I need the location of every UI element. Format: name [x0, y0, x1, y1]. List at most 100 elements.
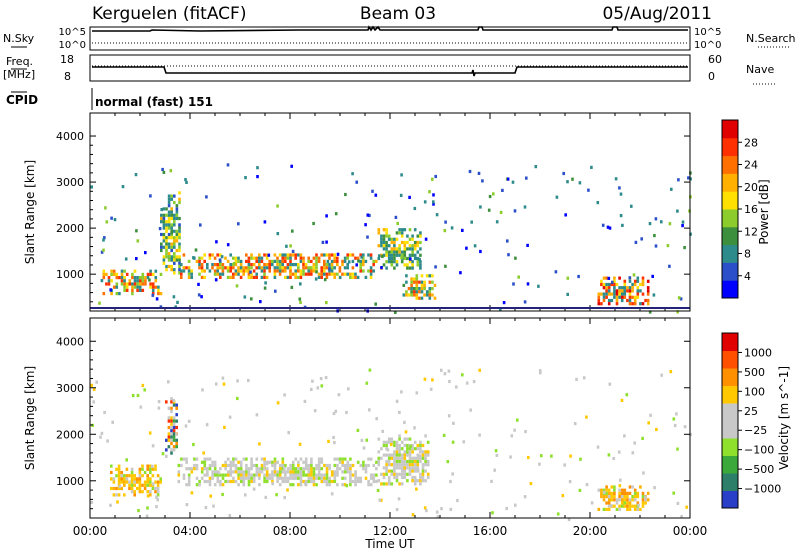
range-time-cell: [175, 232, 179, 237]
x-tick-label: 20:00: [573, 524, 608, 538]
range-time-cell: [162, 232, 166, 237]
range-time-cell: [626, 501, 629, 505]
range-time-cell: [302, 467, 305, 471]
range-time-cell: [428, 274, 432, 278]
range-time-cell: [219, 467, 222, 471]
range-time-cell: [419, 459, 422, 464]
range-time-cell: [631, 282, 634, 287]
range-time-cell: [633, 302, 637, 306]
range-time-cell: [255, 473, 259, 477]
range-time-cell: [117, 493, 121, 497]
range-time-cell: [144, 282, 147, 286]
range-time-cell: [146, 464, 149, 468]
range-time-cell: [302, 266, 305, 270]
scatter-cell: [244, 176, 247, 180]
range-time-cell: [273, 467, 277, 471]
range-time-cell: [156, 490, 160, 494]
range-time-cell: [213, 470, 217, 474]
range-time-cell: [610, 292, 614, 296]
range-time-cell: [349, 473, 352, 477]
range-time-cell: [380, 456, 383, 460]
range-time-cell: [123, 288, 126, 292]
range-time-cell: [190, 470, 194, 474]
range-time-cell: [229, 269, 232, 273]
range-time-cell: [224, 473, 227, 477]
scatter-cell: [157, 406, 161, 410]
scatter-cell: [677, 178, 680, 182]
range-time-cell: [239, 275, 243, 279]
range-time-cell: [411, 466, 414, 470]
range-time-cell: [646, 498, 650, 502]
scatter-cell: [110, 216, 113, 220]
range-time-cell: [367, 463, 370, 468]
range-time-cell: [297, 463, 300, 468]
range-time-cell: [369, 483, 373, 487]
range-time-cell: [278, 463, 282, 468]
range-time-cell: [375, 259, 378, 263]
range-time-cell: [151, 282, 155, 286]
range-time-cell: [175, 213, 179, 217]
range-time-cell: [229, 470, 233, 474]
scatter-cell: [683, 425, 687, 429]
range-time-cell: [165, 236, 168, 240]
range-time-cell: [408, 244, 412, 248]
range-time-cell: [170, 236, 173, 240]
range-time-cell: [419, 447, 422, 451]
scatter-cell: [672, 491, 675, 495]
scatter-cell: [285, 244, 288, 248]
range-time-cell: [265, 470, 269, 474]
range-time-cell: [421, 443, 425, 448]
scatter-cell: [538, 462, 541, 466]
range-time-cell: [312, 256, 316, 260]
range-time-cell: [289, 463, 292, 468]
range-time-cell: [276, 266, 279, 270]
range-time-cell: [294, 470, 298, 474]
range-time-cell: [258, 253, 261, 257]
scatter-cell: [529, 482, 533, 486]
range-time-cell: [281, 470, 285, 474]
scatter-cell: [386, 448, 390, 452]
range-time-cell: [193, 463, 196, 468]
range-time-cell: [130, 477, 134, 481]
range-time-cell: [216, 263, 219, 267]
scatter-cell: [325, 214, 328, 218]
range-time-cell: [354, 483, 357, 487]
range-time-cell: [247, 259, 251, 263]
colorbar-tick-label: 500: [744, 366, 765, 379]
range-time-cell: [336, 457, 339, 461]
range-time-cell: [263, 269, 266, 273]
range-time-cell: [130, 470, 134, 475]
range-time-cell: [312, 263, 316, 267]
scatter-cell: [176, 300, 179, 304]
range-time-cell: [206, 479, 209, 484]
range-time-cell: [175, 207, 179, 211]
colorbar-segment: [722, 155, 738, 174]
range-time-cell: [278, 259, 282, 263]
range-time-cell: [123, 269, 126, 273]
range-time-cell: [258, 476, 261, 480]
colorbar-segment: [722, 333, 738, 351]
range-time-cell: [291, 483, 295, 487]
range-time-cell: [639, 282, 642, 287]
range-time-cell: [646, 302, 650, 306]
range-time-cell: [286, 470, 290, 474]
range-time-cell: [615, 289, 619, 293]
range-time-cell: [633, 491, 637, 495]
range-time-cell: [156, 480, 160, 484]
range-time-cell: [165, 448, 168, 452]
scatter-cell: [332, 435, 335, 440]
range-time-cell: [200, 256, 204, 260]
range-time-cell: [395, 456, 399, 460]
range-time-cell: [618, 495, 621, 499]
range-time-cell: [420, 290, 424, 294]
range-time-cell: [105, 282, 108, 286]
scatter-cell: [654, 217, 658, 221]
range-time-cell: [170, 226, 173, 230]
range-time-cell: [175, 248, 179, 253]
range-time-cell: [141, 279, 145, 283]
range-time-cell: [636, 289, 640, 293]
range-time-cell: [419, 247, 422, 251]
scatter-cell: [167, 380, 170, 384]
range-time-cell: [271, 470, 274, 474]
range-time-cell: [411, 253, 414, 257]
